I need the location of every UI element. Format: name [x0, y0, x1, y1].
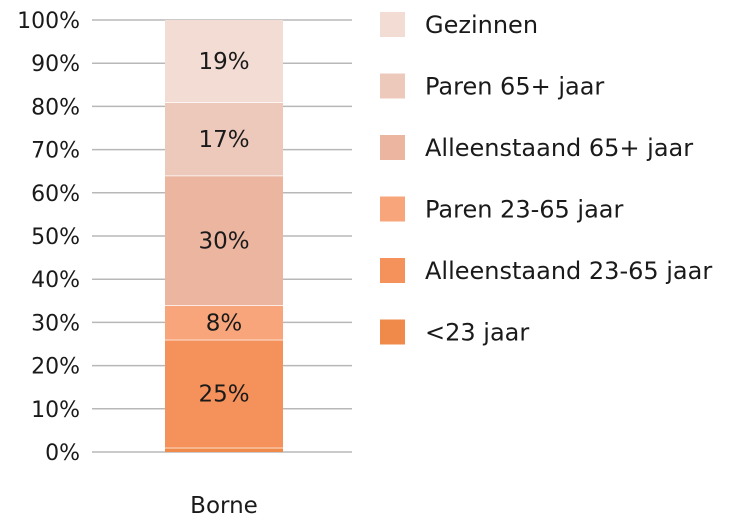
bar-segment-2	[165, 305, 283, 340]
bar-segment-3	[165, 175, 283, 306]
y-tick-label-10: 10%	[31, 398, 80, 423]
y-tick-label-30: 30%	[31, 311, 80, 336]
y-axis-ticks: 0% 10% 20% 30% 40% 50% 60% 70% 80% 90% 100%	[17, 9, 80, 466]
legend-swatch-3	[380, 196, 405, 222]
legend-swatch-4	[380, 258, 405, 283]
legend-label-0: Gezinnen	[425, 11, 538, 39]
legend-label-3: Paren 23-65 jaar	[425, 196, 623, 224]
bar-segment-1	[165, 339, 283, 448]
bar-segment-4	[165, 102, 283, 176]
bar-segment-5	[165, 20, 283, 103]
legend-label-2: Alleenstaand 65+ jaar	[425, 134, 693, 162]
legend-label-4: Alleenstaand 23-65 jaar	[425, 257, 712, 285]
y-tick-label-0: 0%	[45, 441, 80, 466]
legend-label-1: Paren 65+ jaar	[425, 73, 604, 101]
data-label-2: 8%	[206, 310, 243, 336]
data-label-4: 17%	[198, 127, 249, 153]
y-tick-label-70: 70%	[31, 139, 80, 164]
y-tick-label-60: 60%	[31, 182, 80, 207]
legend-swatch-0	[380, 12, 405, 37]
bar-segments: 1%25%8%30%17%19%	[165, 20, 283, 452]
data-label-1: 25%	[198, 382, 249, 408]
legend: Gezinnen Paren 65+ jaar Alleenstaand 65+ j…	[380, 11, 712, 347]
y-tick-label-50: 50%	[31, 225, 80, 250]
bar-segment-0	[165, 447, 283, 452]
x-axis-ticks: Borne	[190, 493, 258, 519]
data-label-3: 30%	[198, 228, 249, 254]
data-label-5: 19%	[198, 49, 249, 75]
legend-swatch-1	[380, 73, 405, 99]
legend-swatch-5	[380, 319, 405, 345]
y-tick-label-20: 20%	[31, 355, 80, 380]
legend-swatch-2	[380, 135, 405, 160]
legend-label-5: <23 jaar	[425, 319, 529, 347]
x-tick-label-0: Borne	[190, 493, 258, 519]
y-tick-label-90: 90%	[31, 52, 80, 77]
y-tick-label-40: 40%	[31, 268, 80, 293]
y-tick-label-80: 80%	[31, 95, 80, 120]
y-tick-label-100: 100%	[17, 9, 80, 34]
